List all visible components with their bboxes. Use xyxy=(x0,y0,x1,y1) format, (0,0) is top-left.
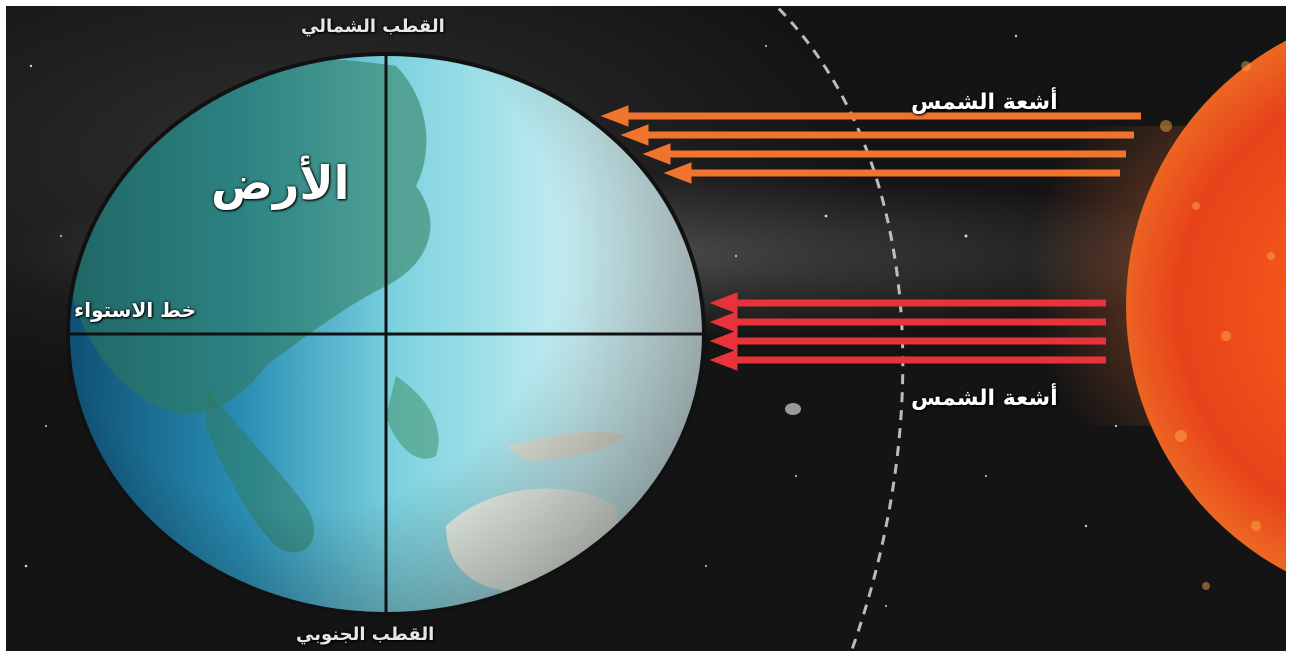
ray-arrow xyxy=(663,162,1120,184)
sun xyxy=(1126,40,1286,572)
sun-rays-top xyxy=(600,105,1141,184)
sun-rays-top-label: أشعة الشمس xyxy=(911,90,1058,115)
ray-arrow xyxy=(709,292,1106,314)
sun-rays-bottom-label: أشعة الشمس xyxy=(911,386,1058,411)
south-pole-label: القطب الجنوبي xyxy=(296,624,435,645)
ray-arrow xyxy=(620,124,1134,146)
north-pole-label: القطب الشمالي xyxy=(301,16,445,37)
ray-arrow xyxy=(642,143,1126,165)
ray-arrow xyxy=(600,105,1141,127)
moon-icon xyxy=(785,403,801,415)
equator-label: خط الاستواء xyxy=(74,298,196,322)
earth-label: الأرض xyxy=(211,156,350,210)
sun-rays-bottom xyxy=(709,292,1106,371)
stars xyxy=(24,34,1118,607)
ray-arrow xyxy=(709,330,1106,352)
orbit-path xyxy=(773,6,905,651)
ray-arrow xyxy=(709,311,1106,333)
earth-globe xyxy=(66,52,706,616)
sun-texture xyxy=(1160,61,1275,590)
ray-arrow xyxy=(709,349,1106,371)
diagram-graphics xyxy=(24,6,1286,651)
diagram-canvas: القطب الشمالي القطب الجنوبي الأرض خط الا… xyxy=(6,6,1286,651)
